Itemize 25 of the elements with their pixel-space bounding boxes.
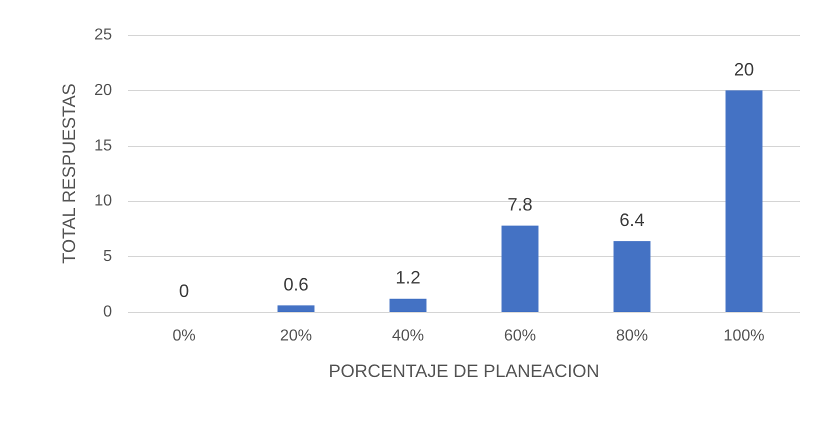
bar (726, 90, 762, 312)
y-tick-label: 25 (94, 26, 112, 44)
x-tick-label: 60% (504, 328, 536, 344)
data-label: 0 (178, 281, 190, 301)
x-tick-label: 100% (724, 328, 764, 344)
bar (390, 298, 426, 312)
data-label: 6.4 (619, 210, 645, 230)
x-tick-label: 40% (392, 328, 424, 344)
y-tick-label: 10 (94, 192, 112, 210)
x-axis-title: PORCENTAJE DE PLANEACION (328, 361, 600, 381)
bar (502, 226, 538, 312)
x-tick-label: 0% (172, 328, 196, 344)
x-tick-label: 20% (280, 328, 312, 344)
data-label: 1.2 (395, 268, 421, 288)
bar (278, 305, 314, 312)
y-tick-label: 15 (94, 137, 112, 154)
data-label: 20 (734, 59, 754, 80)
y-tick-label: 5 (103, 248, 112, 266)
bar (614, 241, 650, 312)
x-tick-label: 80% (616, 328, 648, 344)
y-axis-title: TOTAL RESPUESTAS (59, 83, 79, 264)
y-tick-label: 20 (94, 82, 112, 99)
data-label: 7.8 (507, 194, 533, 215)
y-tick-label: 0 (103, 304, 112, 320)
data-label: 0.6 (283, 274, 309, 294)
